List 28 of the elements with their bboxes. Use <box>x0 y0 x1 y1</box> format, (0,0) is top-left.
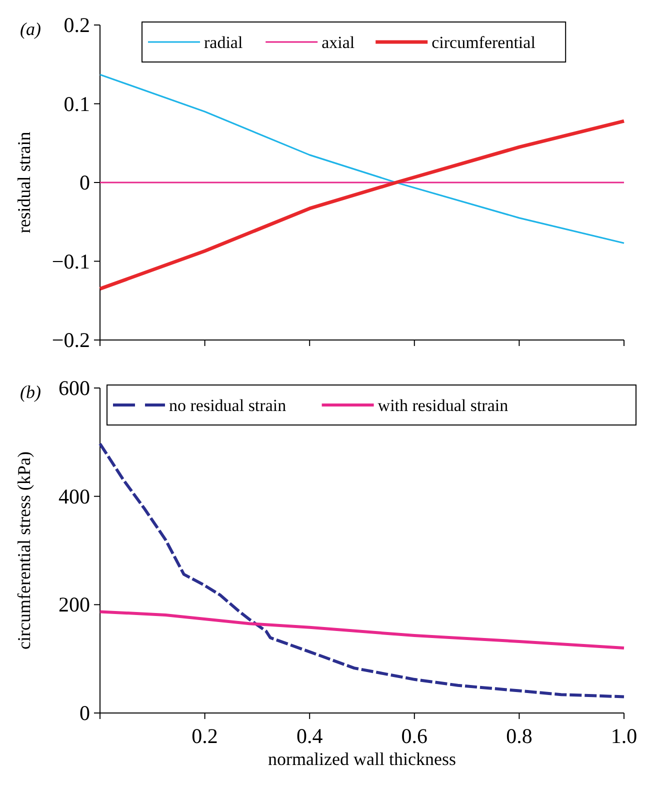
x-tick-label: 0.8 <box>506 724 532 748</box>
chart-title: (a) <box>20 19 41 39</box>
line-series <box>98 610 626 650</box>
x-tick-label: 0.4 <box>296 724 324 748</box>
legend-label: radial <box>204 33 243 52</box>
legend-label: no residual strain <box>169 396 287 415</box>
x-tick-label: 0.2 <box>192 724 218 748</box>
line-series <box>98 442 626 698</box>
y-tick-label: −0.2 <box>52 328 90 352</box>
x-tick-label: 0.6 <box>401 724 428 748</box>
line-series <box>99 74 625 244</box>
y-tick-label: 0.2 <box>64 13 90 37</box>
y-tick-label: 0 <box>80 170 90 194</box>
y-tick-label: 0 <box>80 701 90 725</box>
y-tick-label: −0.1 <box>52 249 90 274</box>
legend-label: circumferential <box>432 33 536 52</box>
x-axis-title: normalized wall thickness <box>268 749 456 769</box>
y-axis-title: circumferential stress (kPa) <box>14 452 34 650</box>
y-tick-label: 400 <box>58 484 90 508</box>
legend-label: axial <box>322 33 355 52</box>
y-tick-label: 600 <box>58 376 90 400</box>
y-tick-label: 0.1 <box>64 92 90 116</box>
x-tick-label: 1.0 <box>610 724 638 748</box>
y-tick-label: 200 <box>58 592 90 617</box>
chart-title: (b) <box>20 382 41 402</box>
legend-label: with residual strain <box>378 396 509 415</box>
y-axis-title: residual strain <box>14 132 34 234</box>
line-series <box>98 119 626 291</box>
